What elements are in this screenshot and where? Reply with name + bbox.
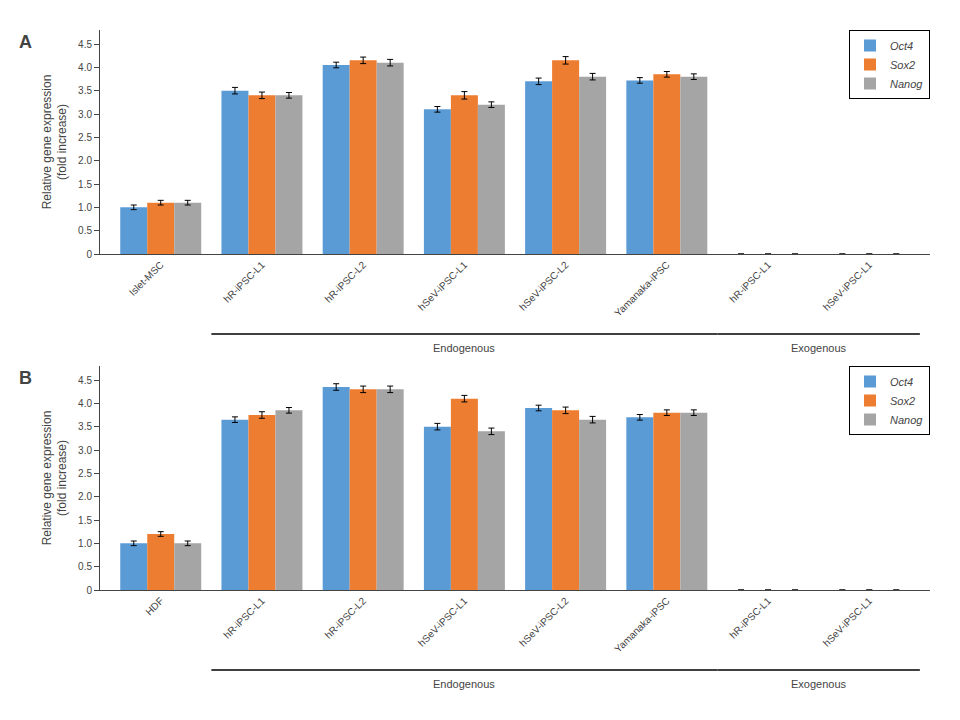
svg-text:Nanog: Nanog <box>890 78 923 90</box>
svg-text:hSeV-iPSC-L1: hSeV-iPSC-L1 <box>416 595 470 649</box>
svg-text:0: 0 <box>86 249 92 260</box>
svg-text:Oct4: Oct4 <box>890 376 913 388</box>
svg-text:3.5: 3.5 <box>78 85 92 96</box>
svg-text:hSeV-iPSC-L2: hSeV-iPSC-L2 <box>517 259 571 313</box>
svg-text:Relative gene expression(fold: Relative gene expression(fold increase) <box>40 411 70 546</box>
svg-text:2.5: 2.5 <box>78 132 92 143</box>
svg-text:1.5: 1.5 <box>78 179 92 190</box>
svg-text:2.0: 2.0 <box>78 491 92 502</box>
svg-text:hR-iPSC-L2: hR-iPSC-L2 <box>323 259 369 305</box>
svg-text:1.0: 1.0 <box>78 538 92 549</box>
svg-text:0: 0 <box>86 585 92 596</box>
svg-text:2.5: 2.5 <box>78 468 92 479</box>
svg-text:3.0: 3.0 <box>78 445 92 456</box>
svg-text:Sox2: Sox2 <box>890 395 915 407</box>
svg-text:Endogenous: Endogenous <box>433 678 495 690</box>
svg-text:4.0: 4.0 <box>78 62 92 73</box>
svg-text:hR-iPSC-L1: hR-iPSC-L1 <box>221 595 267 641</box>
svg-text:0.5: 0.5 <box>78 561 92 572</box>
svg-text:hR-iPSC-L1: hR-iPSC-L1 <box>727 259 773 305</box>
svg-text:Yamanaka-iPSC: Yamanaka-iPSC <box>612 595 672 655</box>
svg-text:Exogenous: Exogenous <box>791 342 847 354</box>
svg-text:hSeV-iPSC-L1: hSeV-iPSC-L1 <box>821 595 875 649</box>
svg-text:2.0: 2.0 <box>78 155 92 166</box>
svg-text:Oct4: Oct4 <box>890 40 913 52</box>
svg-text:HDF: HDF <box>143 595 165 617</box>
svg-text:A: A <box>19 32 32 52</box>
svg-text:3.0: 3.0 <box>78 109 92 120</box>
svg-text:Nanog: Nanog <box>890 414 923 426</box>
svg-text:1.5: 1.5 <box>78 515 92 526</box>
svg-text:hR-iPSC-L1: hR-iPSC-L1 <box>727 595 773 641</box>
svg-text:Sox2: Sox2 <box>890 59 915 71</box>
svg-text:Exogenous: Exogenous <box>791 678 847 690</box>
svg-text:hSeV-iPSC-L1: hSeV-iPSC-L1 <box>821 259 875 313</box>
svg-text:B: B <box>19 368 32 388</box>
svg-text:4.5: 4.5 <box>78 39 92 50</box>
svg-text:4.0: 4.0 <box>78 398 92 409</box>
svg-text:Yamanaka-iPSC: Yamanaka-iPSC <box>612 259 672 319</box>
svg-text:0.5: 0.5 <box>78 225 92 236</box>
svg-text:3.5: 3.5 <box>78 421 92 432</box>
svg-text:hR-iPSC-L1: hR-iPSC-L1 <box>221 259 267 305</box>
svg-text:1.0: 1.0 <box>78 202 92 213</box>
svg-text:4.5: 4.5 <box>78 375 92 386</box>
svg-text:hSeV-iPSC-L1: hSeV-iPSC-L1 <box>416 259 470 313</box>
svg-text:hR-iPSC-L2: hR-iPSC-L2 <box>323 595 369 641</box>
svg-text:Endogenous: Endogenous <box>433 342 495 354</box>
svg-text:hSeV-iPSC-L2: hSeV-iPSC-L2 <box>517 595 571 649</box>
svg-text:Islet-MSC: Islet-MSC <box>127 259 166 298</box>
svg-text:Relative gene expression(fold: Relative gene expression(fold increase) <box>40 75 70 210</box>
